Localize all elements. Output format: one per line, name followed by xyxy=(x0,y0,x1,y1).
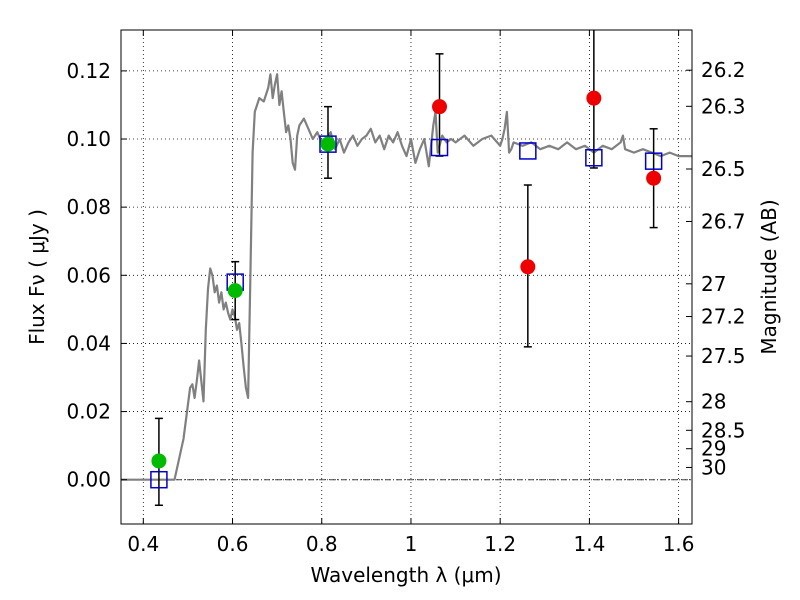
x-tick-label: 1.2 xyxy=(484,532,516,556)
plot-frame xyxy=(120,29,693,525)
grid xyxy=(121,30,692,524)
x-tick-label: 0.8 xyxy=(306,532,338,556)
magnitude-tick-label: 30 xyxy=(701,455,726,479)
axis-ticks: 0.4 0.6 0.8 1 1.2 1.4 1.6 0.00 0.02 0.04 0.06 0.08 0… xyxy=(66,30,746,556)
magnitude-tick-label: 28.5 xyxy=(701,418,746,442)
y-tick-label: 0.10 xyxy=(66,127,111,151)
magnitude-tick-label: 27 xyxy=(701,272,726,296)
x-tick-label: 1.6 xyxy=(663,532,695,556)
plot-area xyxy=(121,30,692,507)
model-square-point xyxy=(430,138,449,157)
magnitude-tick-label: 26.5 xyxy=(701,157,746,181)
magnitude-tick-label: 28 xyxy=(701,390,726,414)
green-data-point xyxy=(151,453,167,469)
y-tick-label: 0.08 xyxy=(66,195,111,219)
model-square-point xyxy=(150,470,168,489)
red-data-point xyxy=(432,99,448,115)
y-axis-label-left: Flux Fν ( μJy ) xyxy=(25,209,49,345)
magnitude-tick-label: 27.5 xyxy=(701,344,746,368)
x-tick-label: 1.4 xyxy=(573,532,605,556)
magnitude-tick-label: 26.7 xyxy=(701,209,746,233)
red-data-point xyxy=(646,170,662,186)
x-tick-label: 1 xyxy=(405,532,418,556)
green-data-point xyxy=(227,283,243,299)
x-tick-label: 0.6 xyxy=(217,532,249,556)
magnitude-tick-label: 27.2 xyxy=(701,305,746,329)
y-tick-label: 0.04 xyxy=(66,331,111,355)
x-axis-label: Wavelength λ (μm) xyxy=(310,563,501,587)
red-data-point xyxy=(586,90,602,106)
red-data-point xyxy=(520,259,536,275)
y-tick-label: 0.00 xyxy=(66,468,111,492)
y-tick-label: 0.06 xyxy=(66,263,111,287)
green-data-point xyxy=(320,136,336,152)
magnitude-tick-label: 26.2 xyxy=(701,58,746,82)
x-tick-label: 0.4 xyxy=(127,532,159,556)
y-tick-label: 0.02 xyxy=(66,400,111,424)
model-square-point xyxy=(319,135,337,153)
model-square-point xyxy=(519,142,537,160)
y-axis-label-right: Magnitude (AB) xyxy=(757,199,781,354)
model-square-point xyxy=(585,149,603,167)
magnitude-tick-label: 26.3 xyxy=(701,94,746,118)
magnitude-tick-label: 29 xyxy=(701,437,726,461)
model-spectrum-line xyxy=(121,73,692,481)
y-tick-label: 0.12 xyxy=(66,59,111,83)
model-square-point xyxy=(644,152,663,170)
